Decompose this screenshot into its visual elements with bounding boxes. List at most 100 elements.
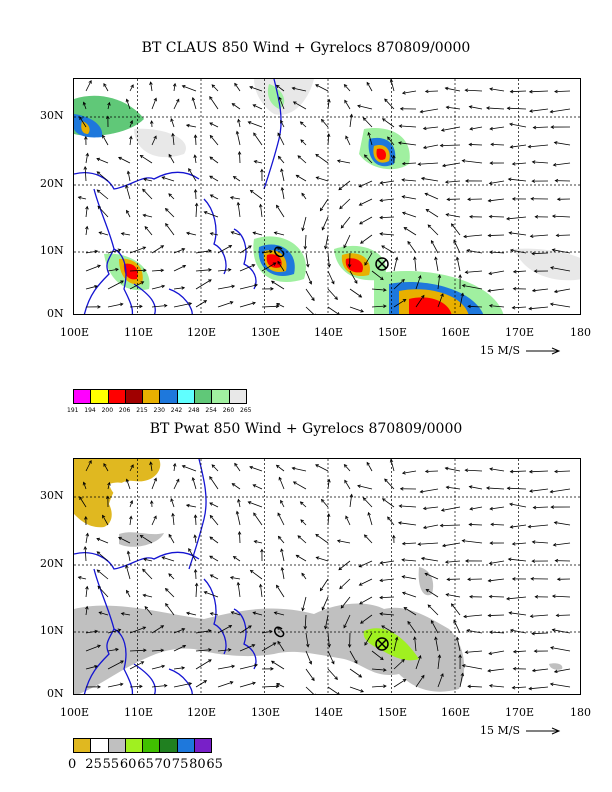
wind-vector-head-icon xyxy=(277,512,281,517)
wind-vector-head-icon xyxy=(531,559,536,563)
wind-vector-head-icon xyxy=(97,264,101,269)
wind-vector-icon xyxy=(165,603,175,616)
wind-vector-icon xyxy=(211,84,219,92)
wind-vector-head-icon xyxy=(552,543,557,547)
wind-vector-head-icon xyxy=(530,197,534,201)
wind-vector-head-icon xyxy=(464,650,469,654)
panel2-grid xyxy=(74,459,580,694)
wind-vector-icon xyxy=(301,193,307,200)
wind-vector-icon xyxy=(532,161,549,164)
panel1-title: BT CLAUS 850 Wind + Gyrelocs 870809/0000 xyxy=(141,40,471,56)
wind-vector-icon xyxy=(469,524,483,526)
wind-vector-head-icon xyxy=(555,233,560,238)
wind-vector-icon xyxy=(300,501,307,508)
wind-vector-icon xyxy=(414,637,417,652)
wind-vector-head-icon xyxy=(234,82,238,87)
wind-vector-head-icon xyxy=(381,498,386,502)
wind-vector-head-icon xyxy=(143,177,147,182)
wind-vector-icon xyxy=(446,106,461,110)
wind-vector-icon xyxy=(195,569,197,580)
wind-vector-head-icon xyxy=(185,123,190,128)
wind-vector-icon xyxy=(239,682,256,688)
wind-vector-head-icon xyxy=(507,177,512,182)
wind-vector-head-icon xyxy=(161,284,166,289)
wind-vector-head-icon xyxy=(139,304,143,309)
wind-vector-icon xyxy=(453,620,461,634)
panel2-lon-label: 160E xyxy=(441,706,471,719)
wind-vector-icon xyxy=(554,288,571,293)
panel2-lat-label: 0N xyxy=(47,687,64,700)
wind-vector-icon xyxy=(343,614,351,628)
wind-vector-head-icon xyxy=(260,548,264,553)
wind-vector-head-icon xyxy=(251,264,256,268)
wind-vector-icon xyxy=(129,269,146,272)
legend-swatch xyxy=(194,389,213,404)
wind-vector-head-icon xyxy=(340,604,345,609)
wind-vector-head-icon xyxy=(168,573,172,577)
wind-vector-head-icon xyxy=(358,564,363,568)
wind-vector-icon xyxy=(320,578,329,591)
wind-vector-icon xyxy=(271,280,285,290)
gyre-crossed-circle-icon xyxy=(375,637,389,651)
wind-vector-head-icon xyxy=(249,569,254,574)
wind-vector-head-icon xyxy=(94,284,99,289)
wind-vector-head-icon xyxy=(163,303,168,308)
wind-vector-icon xyxy=(217,269,231,272)
wind-vector-icon xyxy=(209,502,219,508)
wind-vector-head-icon xyxy=(209,134,214,139)
wind-vector-icon xyxy=(530,234,549,237)
wind-vector-head-icon xyxy=(455,636,460,641)
wind-vector-icon xyxy=(423,126,439,130)
wind-vector-head-icon xyxy=(383,304,387,308)
wind-vector-icon xyxy=(85,153,89,164)
wind-vector-head-icon xyxy=(209,194,214,198)
legend-label: 254 xyxy=(205,407,217,414)
wind-vector-icon xyxy=(85,265,101,272)
wind-vector-icon xyxy=(151,135,157,146)
wind-vector-icon xyxy=(142,188,153,200)
wind-vector-head-icon xyxy=(182,264,187,269)
wind-vector-head-icon xyxy=(275,84,280,89)
wind-vector-head-icon xyxy=(512,286,517,291)
wind-vector-head-icon xyxy=(464,468,469,473)
wind-vector-icon xyxy=(209,536,219,544)
wind-vector-icon xyxy=(554,470,571,472)
wind-vector-head-icon xyxy=(139,684,143,689)
wind-vector-icon xyxy=(151,515,157,526)
wind-vector-head-icon xyxy=(364,642,368,646)
wind-vector-head-icon xyxy=(469,594,473,599)
wind-vector-icon xyxy=(293,481,307,490)
wind-vector-icon xyxy=(507,487,527,490)
wind-vector-icon xyxy=(144,226,153,236)
wind-vector-icon xyxy=(491,143,505,146)
wind-vector-head-icon xyxy=(379,198,384,203)
wind-vector-icon xyxy=(151,685,167,688)
panel1-lon-label: 160E xyxy=(441,326,471,339)
wind-vector-icon xyxy=(364,154,373,164)
panel1-lon-label: 110E xyxy=(124,326,154,339)
legend-swatch xyxy=(159,738,178,753)
wind-vector-icon xyxy=(512,542,527,545)
wind-vector-icon xyxy=(489,88,505,92)
wind-vector-icon xyxy=(236,131,241,146)
wind-vector-icon xyxy=(465,89,483,92)
wind-vector-head-icon xyxy=(299,121,304,125)
wind-vector-head-icon xyxy=(84,135,88,140)
wind-vector-icon xyxy=(446,213,461,218)
wind-vector-head-icon xyxy=(363,154,368,158)
wind-vector-head-icon xyxy=(534,215,539,219)
wind-vector-icon xyxy=(260,204,263,218)
wind-vector-head-icon xyxy=(413,256,417,260)
wind-vector-head-icon xyxy=(270,280,275,285)
wind-vector-icon xyxy=(349,494,353,508)
wind-vector-head-icon xyxy=(401,471,406,475)
legend-label: 25 xyxy=(85,757,102,772)
wind-vector-head-icon xyxy=(360,620,364,624)
wind-vector-icon xyxy=(324,614,329,629)
wind-vector-head-icon xyxy=(392,534,396,539)
panel1-lon-label: 130E xyxy=(251,326,281,339)
wind-vector-head-icon xyxy=(88,459,92,464)
panel1-lon-label: 120E xyxy=(187,326,217,339)
wind-vector-icon xyxy=(415,295,425,308)
wind-vector-icon xyxy=(533,126,549,129)
